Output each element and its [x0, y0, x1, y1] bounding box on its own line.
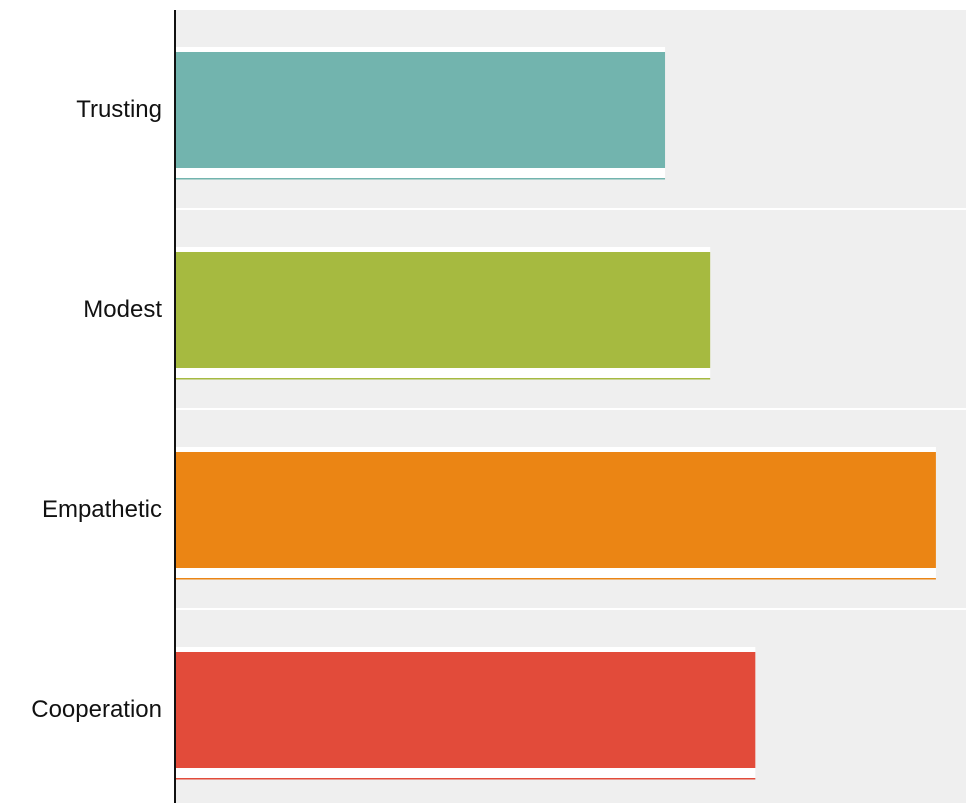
category-label: Cooperation: [31, 696, 162, 723]
bar-cooperation: [176, 652, 756, 768]
bar-underline: [176, 578, 936, 580]
bar-underline: [176, 778, 756, 780]
bar-underline: [176, 378, 711, 380]
category-label: Trusting: [76, 96, 162, 123]
bar-modest: [176, 252, 711, 368]
bar-trusting: [176, 52, 666, 168]
category-label: Empathetic: [42, 496, 162, 523]
category-label: Modest: [83, 296, 162, 323]
bar-empathetic: [176, 452, 936, 568]
bar-underline: [176, 178, 666, 180]
